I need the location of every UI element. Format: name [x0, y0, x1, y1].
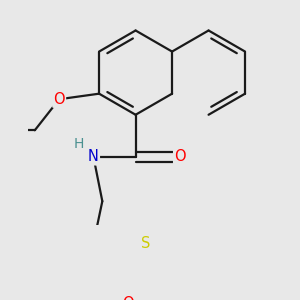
Text: O: O [174, 149, 186, 164]
Text: S: S [141, 236, 150, 251]
Text: O: O [53, 92, 65, 107]
Text: H: H [74, 136, 84, 151]
Text: N: N [88, 149, 99, 164]
Text: O: O [122, 296, 134, 300]
